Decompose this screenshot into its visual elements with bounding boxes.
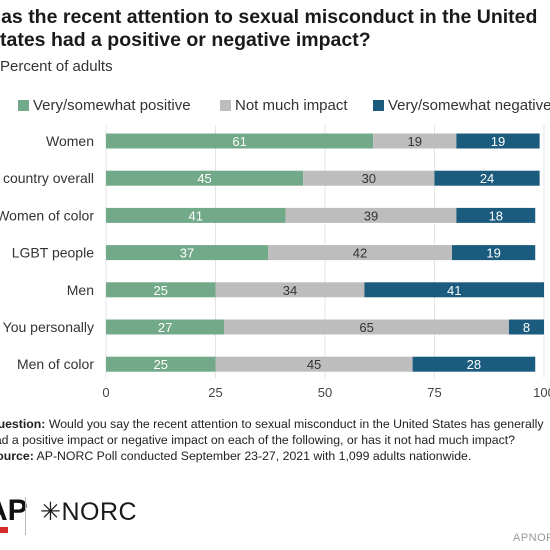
norc-star-icon: ✳ xyxy=(40,498,62,526)
apnorc-credit: APNORC xyxy=(513,532,550,544)
category-label: Men of color xyxy=(17,356,94,372)
source-note: Source: AP-NORC Poll conducted September… xyxy=(0,448,548,464)
bar-segment-neutral xyxy=(373,133,457,149)
chart-footer: Question: Would you say the recent atten… xyxy=(0,416,550,464)
chart-title: Has the recent attention to sexual misco… xyxy=(0,6,550,52)
question-note: Question: Would you say the recent atten… xyxy=(0,416,548,448)
bar-segment-neutral xyxy=(303,170,435,186)
data-label: 65 xyxy=(359,320,373,335)
bar-segment-negative xyxy=(412,356,536,372)
data-label: 45 xyxy=(197,171,211,186)
data-label: 42 xyxy=(353,246,367,261)
bar-segment-negative xyxy=(434,170,540,186)
stacked-bar-chart: Women 61 19 19 The country overall 45 30 24 Wome… xyxy=(0,125,550,400)
category-label: Women xyxy=(46,133,94,149)
bar-segment-negative xyxy=(456,207,536,223)
data-label: 8 xyxy=(523,320,530,335)
bar-segment-negative xyxy=(456,133,540,149)
category-label: The country overall xyxy=(0,170,94,186)
bar-segment-positive xyxy=(106,133,374,149)
bar-segment-positive xyxy=(106,319,225,335)
category-label: Men xyxy=(67,282,94,298)
norc-logo-text: NORC xyxy=(61,498,138,526)
legend-label-negative: Very/somewhat negative xyxy=(388,97,550,114)
bar-segment-negative xyxy=(508,319,544,335)
data-label: 28 xyxy=(467,357,481,372)
data-label: 27 xyxy=(158,320,172,335)
ap-logo-red-mark xyxy=(0,527,8,533)
bar-segment-neutral xyxy=(224,319,509,335)
data-label: 45 xyxy=(307,357,321,372)
bar-segment-positive xyxy=(106,356,216,372)
legend-label-neutral: Not much impact xyxy=(235,97,348,114)
legend-item-positive: Very/somewhat positive xyxy=(18,97,191,114)
data-label: 34 xyxy=(283,283,297,298)
bar-segment-negative xyxy=(452,245,536,261)
legend-swatch-negative xyxy=(373,100,384,111)
legend-label-positive: Very/somewhat positive xyxy=(33,97,191,114)
data-label: 41 xyxy=(447,283,461,298)
data-label: 39 xyxy=(364,208,378,223)
question-label: Question: xyxy=(0,417,46,431)
source-text: AP-NORC Poll conducted September 23-27, … xyxy=(36,449,472,463)
x-tick-label: 100 xyxy=(533,385,550,400)
data-label: 18 xyxy=(489,208,503,223)
chart-legend: Very/somewhat positive Not much impact V… xyxy=(0,97,550,117)
ap-logo: AP xyxy=(0,494,28,527)
legend-swatch-positive xyxy=(18,100,29,111)
category-label: Women of color xyxy=(0,207,94,223)
question-text: Would you say the recent attention to se… xyxy=(0,417,544,447)
bar-segment-positive xyxy=(106,282,216,298)
chart-subtitle: Percent of adults xyxy=(0,58,113,75)
bar-segment-positive xyxy=(106,207,286,223)
bar-segment-positive xyxy=(106,245,269,261)
legend-swatch-neutral xyxy=(220,100,231,111)
bar-segment-neutral xyxy=(215,356,413,372)
data-label: 30 xyxy=(362,171,376,186)
data-label: 25 xyxy=(154,283,168,298)
data-label: 19 xyxy=(491,134,505,149)
bar-segment-neutral xyxy=(215,282,365,298)
bar-segment-neutral xyxy=(285,207,457,223)
x-tick-label: 0 xyxy=(102,385,109,400)
x-tick-label: 50 xyxy=(318,385,332,400)
data-label: 41 xyxy=(189,208,203,223)
data-label: 37 xyxy=(180,246,194,261)
data-label: 19 xyxy=(408,134,422,149)
data-label: 61 xyxy=(232,134,246,149)
source-label: Source: xyxy=(0,449,34,463)
chart-title-line-2: States had a positive or negative impact… xyxy=(0,29,371,51)
category-label: LGBT people xyxy=(12,245,94,261)
x-tick-label: 25 xyxy=(208,385,222,400)
logo-divider xyxy=(25,497,26,535)
bar-segment-negative xyxy=(364,282,544,298)
norc-logo: ✳NORC xyxy=(40,497,137,527)
legend-item-negative: Very/somewhat negative xyxy=(373,97,550,114)
chart-title-line-1: Has the recent attention to sexual misco… xyxy=(0,6,538,28)
legend-item-neutral: Not much impact xyxy=(220,97,348,114)
category-label: You personally xyxy=(3,319,94,335)
x-tick-label: 75 xyxy=(427,385,441,400)
bar-segment-neutral xyxy=(268,245,453,261)
data-label: 25 xyxy=(154,357,168,372)
bar-segment-positive xyxy=(106,170,304,186)
data-label: 19 xyxy=(486,246,500,261)
data-label: 24 xyxy=(480,171,494,186)
